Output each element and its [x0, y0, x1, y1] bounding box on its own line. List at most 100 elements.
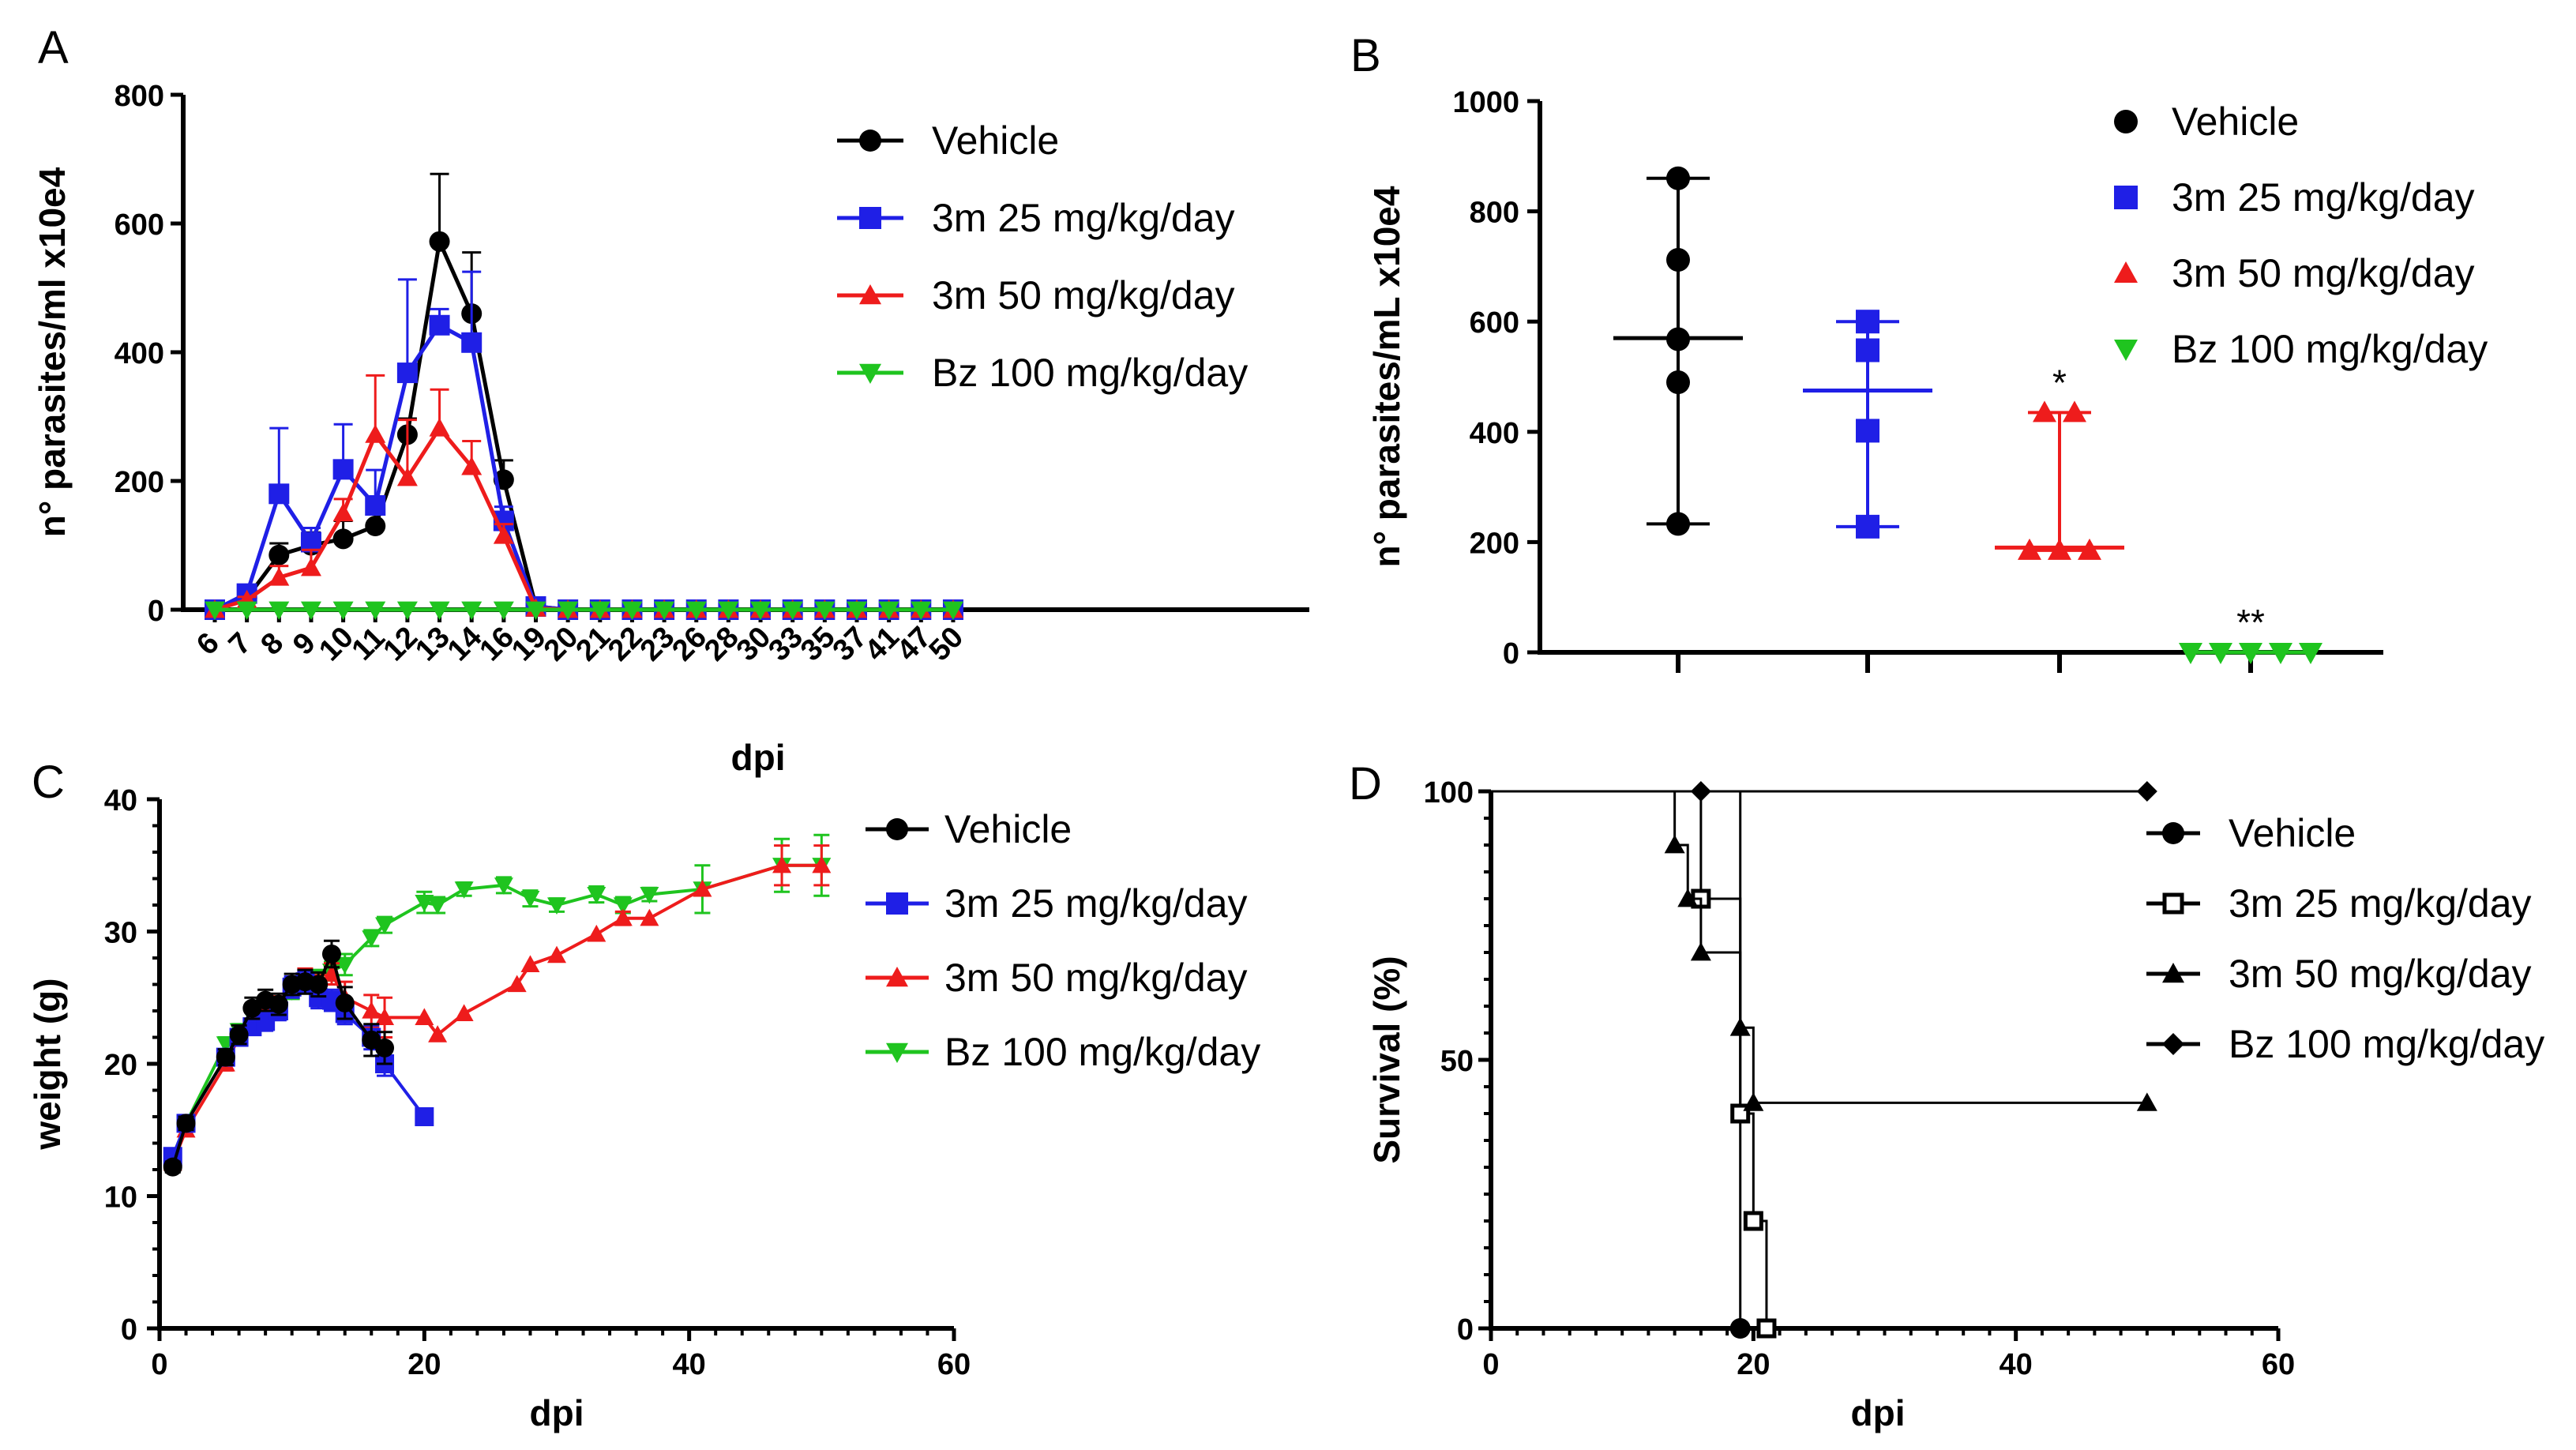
- legend-label: 3m 25 mg/kg/day: [944, 881, 1248, 926]
- y-axis-title: n° parasites/ml x10e4: [32, 167, 73, 537]
- data-point: [1664, 835, 1685, 854]
- data-point: [268, 544, 290, 565]
- data-point: [335, 993, 355, 1012]
- data-point: [375, 1008, 395, 1025]
- y-tick-label: 0: [1503, 637, 1519, 671]
- data-point: [613, 908, 633, 926]
- data-point: [332, 502, 354, 522]
- x-tick-label: 60: [2262, 1348, 2295, 1381]
- data-point: [587, 924, 606, 942]
- y-tick-label: 0: [148, 595, 164, 628]
- data-point: [429, 231, 450, 252]
- legend-label: Bz 100 mg/kg/day: [932, 351, 1248, 395]
- y-tick-label: 200: [1470, 527, 1519, 560]
- data-point: [429, 418, 450, 437]
- series-2: [205, 374, 963, 618]
- legend-a: Vehicle 3m 25 mg/kg/day 3m 50 mg/kg/day Bz …: [837, 118, 1248, 395]
- data-point: [1743, 1211, 1763, 1231]
- data-point: [814, 601, 836, 620]
- legend-label: Vehicle: [2229, 811, 2356, 855]
- series-1: [205, 270, 963, 620]
- legend-marker: [886, 892, 908, 915]
- data-point: [163, 1157, 182, 1177]
- data-point: [454, 1004, 474, 1021]
- data-point: [2063, 400, 2086, 423]
- legend-label: Vehicle: [932, 118, 1059, 163]
- x-tick-label: 20: [1737, 1348, 1770, 1381]
- significance-label: **: [2236, 602, 2265, 643]
- panel-letter-c: C: [32, 757, 65, 808]
- data-point: [176, 1114, 196, 1133]
- legend-label: Vehicle: [2172, 100, 2299, 144]
- data-point: [396, 362, 418, 384]
- x-tick-label: 50: [923, 621, 971, 668]
- data-point: [205, 601, 225, 620]
- data-point: [396, 601, 418, 620]
- panel-d: D 0 50 100 0 20 40 60 dpi Survival (%) Vehicle 3m 2…: [1349, 758, 2544, 1433]
- x-tick-label: 8: [254, 626, 290, 662]
- data-point: [1856, 419, 1879, 443]
- y-tick-label: 50: [1440, 1045, 1474, 1078]
- data-point: [520, 891, 540, 908]
- data-point: [1666, 327, 1690, 351]
- data-point: [2078, 538, 2101, 560]
- series-line: [213, 322, 953, 612]
- x-tick-label: 7: [223, 626, 258, 662]
- data-point: [782, 601, 803, 620]
- data-point: [640, 908, 659, 926]
- legend-label: 3m 50 mg/kg/day: [932, 273, 1235, 317]
- legend-marker: [859, 363, 881, 384]
- data-point: [911, 601, 932, 620]
- legend-label: 3m 25 mg/kg/day: [2172, 175, 2475, 220]
- legend-d: Vehicle 3m 25 mg/kg/day 3m 50 mg/kg/day Bz …: [2146, 811, 2544, 1066]
- series-line: [171, 949, 386, 1168]
- data-point: [493, 525, 514, 544]
- data-point: [685, 601, 707, 620]
- data-point: [300, 558, 321, 577]
- x-tick-label: 40: [673, 1348, 706, 1381]
- x-axis-title: dpi: [530, 1392, 584, 1433]
- y-axis-title: weight (g): [27, 978, 68, 1150]
- data-point: [750, 601, 772, 620]
- data-point: [335, 956, 355, 975]
- data-point: [1666, 166, 1690, 190]
- series-line: [214, 424, 953, 612]
- panel-c: C 0 10 20 30 40 0 20 40 60 dpi weight (g) Vehicle 3m …: [27, 757, 1260, 1433]
- y-tick-label: 1000: [1452, 86, 1519, 119]
- data-point: [1743, 1092, 1764, 1111]
- panel-b: B 0 200 400 600 800 1000 n° parasites/mL x10e4 *…: [1350, 30, 2488, 673]
- x-tick-label: 40: [2000, 1348, 2033, 1381]
- data-point: [428, 1025, 448, 1042]
- data-point: [375, 917, 395, 935]
- data-point: [461, 601, 483, 620]
- series-3: [205, 601, 963, 620]
- legend-marker: [886, 818, 908, 840]
- legend-marker: [859, 207, 881, 229]
- data-point: [2033, 400, 2056, 423]
- data-point: [494, 877, 513, 895]
- group-1: [1803, 310, 1932, 539]
- data-point: [1666, 248, 1690, 272]
- data-point: [693, 879, 712, 897]
- legend-marker: [859, 130, 881, 152]
- group-3: **: [2179, 602, 2323, 664]
- data-point: [365, 601, 386, 620]
- series-1: [1491, 790, 1777, 1339]
- data-point: [268, 567, 290, 586]
- data-point: [429, 601, 450, 620]
- data-point: [332, 459, 354, 480]
- legend-label: Vehicle: [944, 807, 1072, 851]
- data-point: [525, 601, 546, 620]
- legend-label: Bz 100 mg/kg/day: [944, 1030, 1260, 1074]
- data-point: [396, 467, 418, 486]
- y-tick-label: 0: [121, 1313, 137, 1347]
- data-point: [365, 494, 386, 516]
- y-tick-label: 600: [115, 208, 164, 242]
- data-point: [2136, 1092, 2157, 1111]
- data-point: [1856, 310, 1879, 334]
- data-point: [493, 601, 514, 620]
- data-point: [2136, 781, 2157, 802]
- data-point: [613, 897, 633, 915]
- data-point: [1690, 781, 1711, 802]
